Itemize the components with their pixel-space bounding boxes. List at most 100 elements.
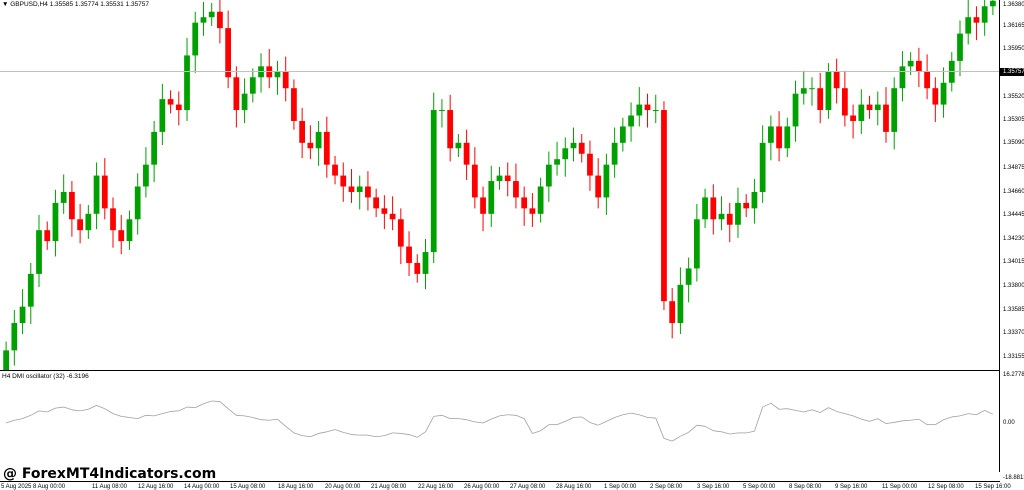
candle-body[interactable]: [965, 17, 972, 34]
candle-body[interactable]: [118, 230, 125, 242]
candle-body[interactable]: [77, 219, 83, 231]
candle-body[interactable]: [833, 71, 840, 89]
triangle-down-icon[interactable]: ▼: [2, 1, 9, 8]
candle-body[interactable]: [340, 175, 347, 187]
candle-body[interactable]: [644, 104, 651, 111]
candle-body[interactable]: [455, 142, 462, 149]
candle-body[interactable]: [521, 197, 528, 209]
dmi-oscillator-chart[interactable]: [0, 371, 1024, 472]
candle-body[interactable]: [702, 197, 708, 220]
candle-body[interactable]: [924, 71, 930, 89]
candle-body[interactable]: [397, 219, 404, 247]
candle-body[interactable]: [110, 208, 116, 231]
candle-body[interactable]: [11, 323, 18, 351]
candle-body[interactable]: [44, 230, 51, 242]
candle-body[interactable]: [208, 11, 215, 18]
candle-body[interactable]: [439, 110, 445, 112]
candle-body[interactable]: [529, 208, 536, 214]
candle-body[interactable]: [447, 110, 454, 149]
candle-body[interactable]: [3, 350, 9, 370]
candle-body[interactable]: [389, 213, 396, 220]
candle-body[interactable]: [496, 175, 503, 182]
candle-body[interactable]: [545, 164, 552, 187]
candle-body[interactable]: [36, 230, 42, 274]
candle-body[interactable]: [628, 115, 634, 127]
candle-body[interactable]: [93, 175, 100, 214]
candle-body[interactable]: [751, 191, 758, 209]
candle-body[interactable]: [907, 60, 914, 67]
candle-body[interactable]: [291, 88, 297, 121]
candle-body[interactable]: [759, 142, 766, 192]
candle-body[interactable]: [767, 126, 774, 143]
candle-body[interactable]: [652, 110, 659, 112]
candle-body[interactable]: [883, 104, 889, 132]
candle-body[interactable]: [776, 126, 782, 149]
candle-body[interactable]: [858, 104, 865, 121]
candle-body[interactable]: [513, 181, 519, 198]
candle-body[interactable]: [587, 153, 593, 176]
candle-body[interactable]: [241, 93, 248, 111]
candle-body[interactable]: [167, 99, 174, 105]
candle-body[interactable]: [225, 28, 232, 78]
candle-body[interactable]: [356, 186, 363, 192]
candle-body[interactable]: [430, 110, 437, 253]
candle-body[interactable]: [726, 213, 733, 225]
candle-body[interactable]: [307, 142, 314, 149]
candle-body[interactable]: [159, 99, 166, 132]
candle-body[interactable]: [504, 175, 511, 182]
panel-separator[interactable]: [0, 370, 1000, 371]
candle-body[interactable]: [916, 60, 922, 72]
candle-body[interactable]: [85, 213, 92, 231]
symbol-header[interactable]: ▼ GBPUSD,H4 1.35585 1.35774 1.35531 1.35…: [2, 1, 149, 8]
candle-body[interactable]: [422, 252, 429, 274]
candle-body[interactable]: [693, 219, 700, 269]
candle-body[interactable]: [249, 77, 256, 94]
candle-body[interactable]: [134, 186, 141, 220]
candle-body[interactable]: [480, 197, 486, 214]
candle-body[interactable]: [126, 219, 133, 242]
candle-body[interactable]: [841, 88, 848, 116]
candle-body[interactable]: [578, 142, 585, 154]
candle-body[interactable]: [981, 6, 988, 23]
candle-body[interactable]: [661, 110, 667, 302]
candle-body[interactable]: [463, 142, 470, 165]
candle-body[interactable]: [850, 115, 856, 121]
candle-body[interactable]: [414, 262, 421, 274]
candle-body[interactable]: [562, 148, 569, 160]
candle-body[interactable]: [69, 191, 75, 220]
candle-body[interactable]: [611, 142, 618, 165]
candle-body[interactable]: [101, 175, 108, 209]
candle-body[interactable]: [217, 11, 223, 29]
candle-body[interactable]: [274, 71, 281, 78]
candle-body[interactable]: [406, 246, 412, 263]
candle-body[interactable]: [825, 71, 832, 111]
candle-body[interactable]: [866, 104, 873, 111]
candle-body[interactable]: [957, 33, 963, 61]
candle-body[interactable]: [669, 301, 676, 324]
candle-body[interactable]: [554, 159, 560, 165]
candle-body[interactable]: [60, 191, 67, 203]
candle-body[interactable]: [792, 93, 799, 127]
candle-body[interactable]: [381, 208, 388, 214]
candle-body[interactable]: [315, 131, 322, 149]
candle-body[interactable]: [595, 175, 602, 198]
candle-body[interactable]: [537, 186, 544, 214]
candle-body[interactable]: [685, 268, 692, 285]
candle-body[interactable]: [233, 77, 240, 111]
candle-body[interactable]: [677, 284, 684, 324]
candle-body[interactable]: [718, 213, 725, 220]
candle-body[interactable]: [282, 71, 289, 89]
candle-body[interactable]: [323, 131, 330, 165]
candle-body[interactable]: [784, 126, 791, 149]
candle-body[interactable]: [151, 131, 158, 165]
candle-body[interactable]: [735, 202, 741, 225]
candle-body[interactable]: [27, 273, 34, 307]
candle-body[interactable]: [899, 66, 906, 89]
price-chart[interactable]: [0, 0, 1024, 370]
candle-body[interactable]: [332, 164, 338, 176]
candle-body[interactable]: [874, 104, 881, 111]
candle-body[interactable]: [636, 104, 643, 116]
candle-body[interactable]: [143, 164, 149, 187]
candle-body[interactable]: [817, 88, 824, 111]
candle-body[interactable]: [19, 306, 26, 324]
